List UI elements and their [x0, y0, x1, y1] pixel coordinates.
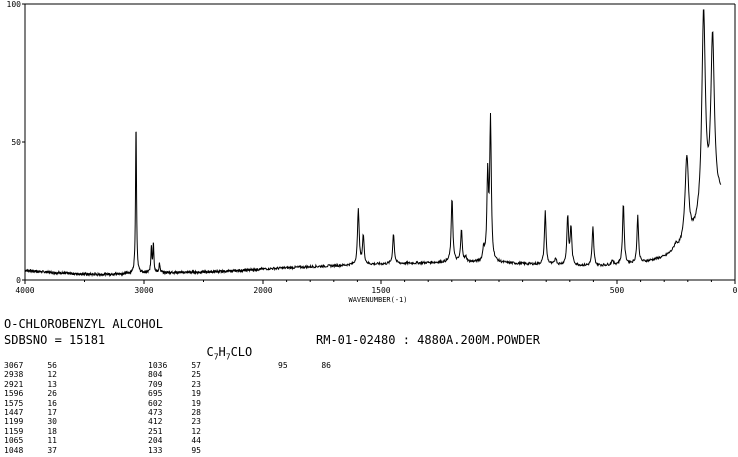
- peak-intensity: 19: [191, 398, 201, 408]
- peak-table-row: 1199 30: [4, 417, 57, 426]
- x-tick-label: 1500: [371, 286, 390, 295]
- peak-intensity: 11: [47, 436, 57, 446]
- peak-wavenumber: 133: [148, 445, 192, 455]
- peak-wavenumber: 1048: [4, 445, 48, 455]
- peak-intensity: 18: [47, 426, 57, 436]
- peak-wavenumber: 1159: [4, 426, 48, 436]
- x-tick-label: 4000: [15, 286, 34, 295]
- compound-name: O-CHLOROBENZYL ALCOHOL: [4, 317, 163, 331]
- peak-table-column-3: 95 86: [278, 361, 331, 370]
- peak-intensity: 26: [47, 389, 57, 399]
- x-tick-label: 0: [733, 286, 738, 295]
- sample-info: RM-01-02480 : 4880A.200M.POWDER: [316, 333, 540, 347]
- peak-table-row: 473 28: [148, 408, 201, 417]
- peak-wavenumber: 1065: [4, 436, 48, 446]
- peak-wavenumber: 1447: [4, 407, 48, 417]
- x-tick-label: 500: [610, 286, 625, 295]
- peak-intensity: 44: [191, 436, 201, 446]
- peak-wavenumber: 3067: [4, 361, 48, 370]
- peak-intensity: 17: [47, 407, 57, 417]
- y-tick-label: 0: [16, 276, 21, 285]
- peak-table-row: 1048 37: [4, 446, 57, 455]
- molecular-formula: C7H7CLO: [192, 334, 252, 363]
- peak-table-row: 251 12: [148, 427, 201, 436]
- peak-table-row: 2921 13: [4, 380, 57, 389]
- peak-intensity: 25: [191, 370, 201, 380]
- x-tick-label: 3000: [134, 286, 153, 295]
- formula-c: C: [206, 345, 214, 359]
- peak-table-row: 1575 16: [4, 399, 57, 408]
- peak-wavenumber: 2921: [4, 379, 48, 389]
- peak-table-row: 412 23: [148, 417, 201, 426]
- peak-wavenumber: 1036: [148, 361, 192, 370]
- formula-rest: CLO: [230, 345, 253, 359]
- peak-table-row: 709 23: [148, 380, 201, 389]
- peak-intensity: 86: [321, 361, 331, 370]
- formula-h-count: 7: [225, 352, 231, 362]
- peak-table-row: 1036 57: [148, 361, 201, 370]
- peak-table-row: 804 25: [148, 370, 201, 379]
- peak-wavenumber: 95: [278, 361, 322, 370]
- peak-intensity: 56: [47, 361, 57, 370]
- peak-table-row: 1447 17: [4, 408, 57, 417]
- y-tick-label: 50: [11, 138, 21, 147]
- peak-wavenumber: 602: [148, 398, 192, 408]
- peak-table-row: 602 19: [148, 399, 201, 408]
- peak-intensity: 37: [47, 445, 57, 455]
- peak-table-row: 1065 11: [4, 436, 57, 445]
- x-axis-label: WAVENUMBER(-1): [348, 296, 407, 304]
- peak-table-row: 1596 26: [4, 389, 57, 398]
- peak-table-column-1: 3067 56 2938 12 2921 13 1596 26 1575 16 1447 …: [4, 361, 57, 455]
- peak-table-row: 133 95: [148, 446, 201, 455]
- peak-wavenumber: 204: [148, 436, 192, 446]
- peak-intensity: 12: [47, 370, 57, 380]
- x-tick-label: 2000: [253, 286, 272, 295]
- peak-wavenumber: 2938: [4, 370, 48, 380]
- peak-intensity: 23: [191, 379, 201, 389]
- peak-table-row: 3067 56: [4, 361, 57, 370]
- peak-wavenumber: 804: [148, 370, 192, 380]
- peak-intensity: 12: [191, 426, 201, 436]
- peak-wavenumber: 473: [148, 407, 192, 417]
- peak-table-row: 695 19: [148, 389, 201, 398]
- sdbs-number: SDBSNO = 15181: [4, 333, 106, 347]
- peak-wavenumber: 1575: [4, 398, 48, 408]
- formula-c-count: 7: [213, 352, 219, 362]
- peak-wavenumber: 251: [148, 426, 192, 436]
- peak-wavenumber: 695: [148, 389, 192, 399]
- y-tick-label: 100: [7, 0, 22, 9]
- peak-intensity: 95: [191, 445, 201, 455]
- chart-axes: [24, 3, 736, 281]
- peak-intensity: 13: [47, 379, 57, 389]
- formula-h: H: [218, 345, 226, 359]
- peak-table-row: 2938 12: [4, 370, 57, 379]
- peak-table-row: 1159 18: [4, 427, 57, 436]
- peak-table-row: 204 44: [148, 436, 201, 445]
- peak-intensity: 19: [191, 389, 201, 399]
- peak-table-row: 95 86: [278, 361, 331, 370]
- peak-intensity: 30: [47, 417, 57, 427]
- peak-intensity: 23: [191, 417, 201, 427]
- peak-wavenumber: 709: [148, 379, 192, 389]
- spectrum-line: [24, 9, 722, 278]
- peak-table-column-2: 1036 57 804 25 709 23 695 19 602 19 473 28 412…: [148, 361, 201, 455]
- peak-wavenumber: 412: [148, 417, 192, 427]
- peak-wavenumber: 1199: [4, 417, 48, 427]
- peak-wavenumber: 1596: [4, 389, 48, 399]
- peak-intensity: 28: [191, 407, 201, 417]
- peak-intensity: 16: [47, 398, 57, 408]
- peak-intensity: 57: [191, 361, 201, 370]
